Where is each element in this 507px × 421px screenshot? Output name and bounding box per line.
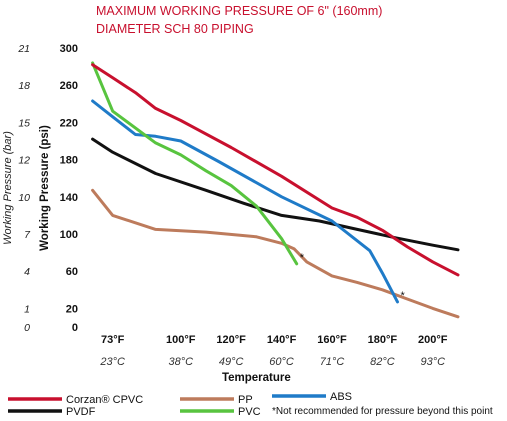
legend-label-pvc: PVC — [238, 406, 261, 418]
y-tick-bar-label: 21 — [17, 43, 30, 55]
x-axis-title: Temperature — [222, 372, 291, 384]
series-lines — [91, 61, 460, 319]
y-tick-psi-label: 220 — [60, 117, 78, 129]
legend: Corzan® CPVC PP ABS PVDF PVC *Not recommended… — [8, 391, 493, 418]
footnote: *Not recommended for pressure beyond thi… — [272, 406, 493, 417]
x-tick-label-f: 73°F — [101, 334, 125, 346]
y-tick-bar-label: 1 — [24, 303, 30, 315]
legend-label-corzan-cpvc: Corzan® CPVC — [66, 394, 143, 406]
series-line-corzan-cpvc — [91, 63, 460, 277]
x-tick-label-c: 60°C — [269, 356, 294, 368]
y-tick-psi-label: 20 — [66, 303, 78, 315]
x-tick-label-f: 140°F — [267, 334, 297, 346]
y-tick-psi-label: 100 — [60, 229, 78, 241]
y-tick-bar-label: 18 — [18, 80, 30, 92]
y-tick-bar-label: 4 — [24, 266, 30, 278]
x-tick-label-f: 180°F — [368, 334, 398, 346]
x-axis: 73°F 23°C 100°F 38°C 120°F 49°C 140°F 60°C 160°F… — [99, 334, 447, 384]
legend-label-pp: PP — [238, 394, 253, 406]
x-tick-label-f: 100°F — [166, 334, 196, 346]
legend-label-pvdf: PVDF — [66, 406, 96, 418]
x-tick-label-c: 23°C — [99, 356, 125, 368]
y-tick-bar-label: 15 — [18, 117, 30, 129]
x-tick-label-c: 71°C — [320, 356, 345, 368]
annotation-asterisk-2: * — [401, 290, 406, 302]
x-tick-label-f: 160°F — [317, 334, 347, 346]
series-line-abs — [91, 99, 399, 304]
y-tick-bar-label: 0 — [24, 322, 30, 334]
y-axis-psi: 0 20 60 100 140 180 220 260 300 Working Pressure … — [39, 43, 78, 334]
y-axis-title-psi: Working Pressure (psi) — [39, 125, 51, 251]
y-tick-bar-label: 10 — [18, 192, 30, 204]
y-tick-psi-label: 0 — [72, 322, 78, 334]
y-tick-psi-label: 300 — [60, 43, 78, 55]
y-tick-psi-label: 60 — [66, 266, 78, 278]
annotations: ** — [300, 252, 406, 302]
y-tick-bar-label: 12 — [18, 155, 30, 167]
chart-title-line-2: DIAMETER SCH 80 PIPING — [96, 22, 254, 36]
series-line-pp — [91, 188, 460, 319]
chart-title: MAXIMUM WORKING PRESSURE OF 6" (160mm) DI… — [96, 4, 382, 36]
x-tick-label-f: 120°F — [216, 334, 246, 346]
x-tick-label-f: 200°F — [418, 334, 448, 346]
y-tick-bar-label: 7 — [24, 229, 31, 241]
y-tick-psi-label: 260 — [60, 80, 78, 92]
y-axis-title-bar: Working Pressure (bar) — [2, 131, 14, 245]
y-axis-bar: 0 1 4 7 10 12 15 18 21 Working Pressure (bar) — [2, 43, 31, 334]
chart-title-line-1: MAXIMUM WORKING PRESSURE OF 6" (160mm) — [96, 4, 382, 18]
x-tick-label-c: 93°C — [421, 356, 446, 368]
series-line-pvdf — [91, 137, 460, 252]
y-tick-psi-label: 140 — [60, 192, 78, 204]
y-tick-psi-label: 180 — [60, 155, 78, 167]
legend-label-abs: ABS — [330, 391, 352, 403]
annotation-asterisk-1: * — [300, 252, 305, 264]
x-tick-label-c: 82°C — [370, 356, 395, 368]
x-tick-label-c: 38°C — [168, 356, 193, 368]
series-line-pvc — [91, 61, 299, 266]
x-tick-label-c: 49°C — [219, 356, 244, 368]
